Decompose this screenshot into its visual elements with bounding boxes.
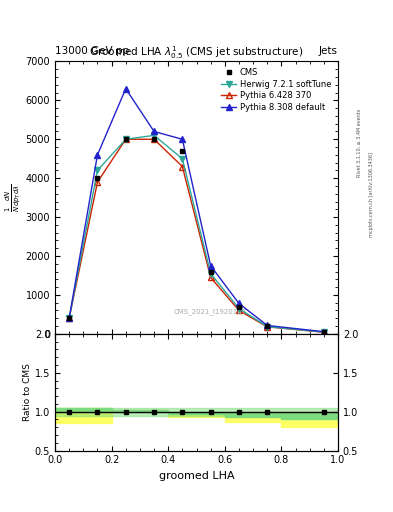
Pythia 8.308 default [208,263,213,269]
Bar [83,408,112,423]
Text: Jets: Jets [319,46,338,56]
Pythia 8.308 default [237,301,241,307]
Pythia 6.428 370 [152,136,156,142]
Bar [168,412,196,417]
Text: 13000 GeV pp: 13000 GeV pp [55,46,129,56]
Bar [253,412,281,422]
Herwig 7.2.1 softTune [265,324,270,330]
Bar [281,412,338,419]
Bar [112,410,140,412]
Legend: CMS, Herwig 7.2.1 softTune, Pythia 6.428 370, Pythia 8.308 default: CMS, Herwig 7.2.1 softTune, Pythia 6.428… [219,66,334,114]
Bar [168,412,196,414]
CMS [95,175,100,181]
Pythia 6.428 370 [95,179,100,185]
Herwig 7.2.1 softTune [180,156,185,162]
Bar [55,408,83,412]
Pythia 8.308 default [265,323,270,329]
Bar [55,408,338,416]
Pythia 8.308 default [152,129,156,135]
Line: CMS: CMS [67,137,326,334]
CMS [152,136,156,142]
Bar [196,412,225,417]
Line: Pythia 8.308 default: Pythia 8.308 default [66,86,327,334]
Line: Pythia 6.428 370: Pythia 6.428 370 [66,137,327,335]
Text: CMS_2021_I1920187: CMS_2021_I1920187 [174,309,247,315]
Pythia 8.308 default [123,86,128,92]
CMS [67,315,72,322]
Herwig 7.2.1 softTune [67,315,72,322]
CMS [265,323,270,329]
Herwig 7.2.1 softTune [95,167,100,174]
Text: mcplots.cern.ch [arXiv:1306.3436]: mcplots.cern.ch [arXiv:1306.3436] [369,152,374,237]
CMS [123,136,128,142]
Pythia 6.428 370 [123,136,128,142]
Bar [140,410,168,412]
Bar [281,412,338,427]
Bar [83,408,112,412]
Bar [55,408,83,423]
CMS [321,329,326,335]
Bar [225,412,253,417]
Pythia 6.428 370 [265,324,270,330]
Line: Herwig 7.2.1 softTune: Herwig 7.2.1 softTune [66,133,327,335]
Pythia 8.308 default [67,315,72,322]
CMS [208,268,213,274]
Bar [225,412,253,422]
Y-axis label: Ratio to CMS: Ratio to CMS [23,363,32,421]
Pythia 6.428 370 [180,163,185,169]
Pythia 6.428 370 [237,307,241,313]
Y-axis label: $\frac{1}{N} \frac{dN}{dp_T d\lambda}$: $\frac{1}{N} \frac{dN}{dp_T d\lambda}$ [4,183,23,212]
Pythia 8.308 default [321,329,326,335]
Pythia 6.428 370 [67,315,72,322]
Bar [112,410,140,412]
Bar [196,412,225,414]
Herwig 7.2.1 softTune [321,329,326,335]
Herwig 7.2.1 softTune [123,136,128,142]
Text: Rivet 3.1.10, ≥ 3.4M events: Rivet 3.1.10, ≥ 3.4M events [357,109,362,178]
Title: Groomed LHA $\lambda^{1}_{0.5}$ (CMS jet substructure): Groomed LHA $\lambda^{1}_{0.5}$ (CMS jet… [89,45,304,61]
Pythia 6.428 370 [321,329,326,335]
Bar [140,410,168,412]
Pythia 6.428 370 [208,274,213,281]
Bar [253,412,281,417]
CMS [237,304,241,310]
Herwig 7.2.1 softTune [237,306,241,312]
Herwig 7.2.1 softTune [152,132,156,138]
Herwig 7.2.1 softTune [208,270,213,276]
Pythia 8.308 default [95,152,100,158]
Pythia 8.308 default [180,136,185,142]
X-axis label: groomed LHA: groomed LHA [159,471,234,481]
CMS [180,148,185,154]
